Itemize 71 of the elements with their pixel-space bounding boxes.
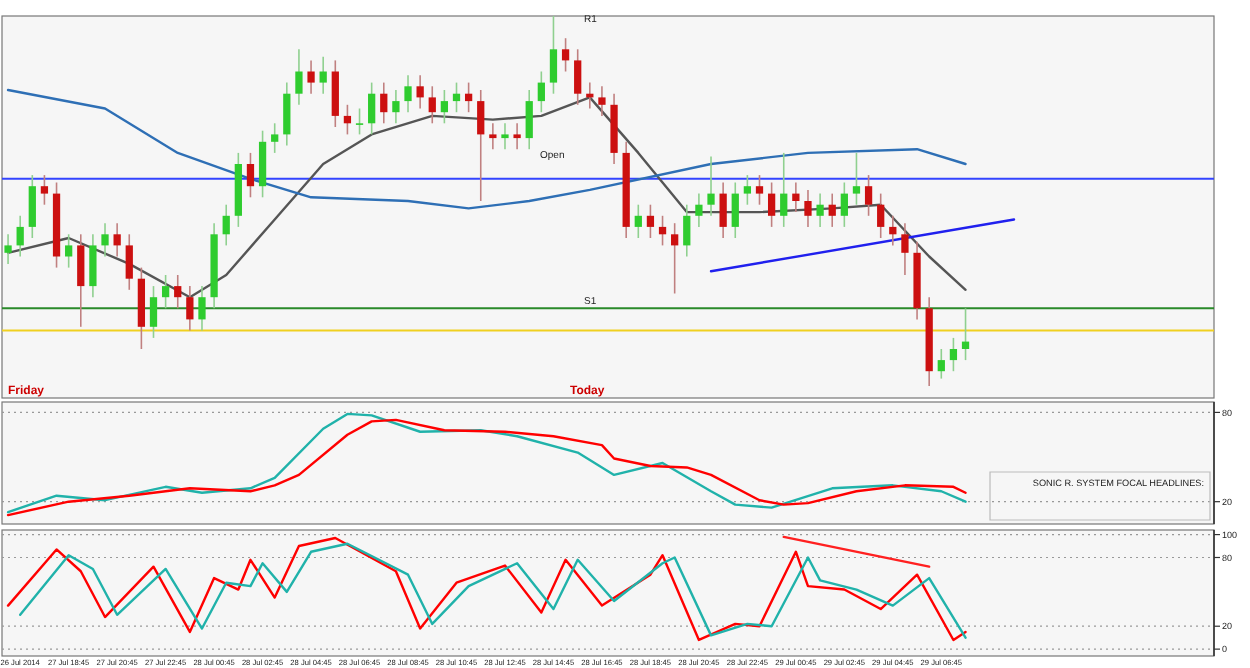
candlestick <box>852 152 861 206</box>
candlestick <box>222 203 230 247</box>
candlestick <box>125 233 133 291</box>
candlestick <box>683 203 691 258</box>
candlestick <box>452 81 461 113</box>
candlestick <box>804 189 812 228</box>
candlestick <box>40 174 49 206</box>
candlestick <box>246 152 255 199</box>
candlestick <box>816 192 824 228</box>
candlestick <box>901 222 909 276</box>
candlestick <box>634 203 642 239</box>
candlestick <box>743 174 752 206</box>
candlestick <box>780 152 788 228</box>
candlestick <box>707 155 715 217</box>
candlestick <box>392 89 400 125</box>
candlestick <box>561 37 570 73</box>
candlestick <box>295 48 303 106</box>
candlestick <box>501 122 509 150</box>
candlestick <box>767 181 776 228</box>
candlestick <box>428 85 436 125</box>
candlestick <box>961 307 970 361</box>
candlestick <box>646 203 655 239</box>
candlestick <box>695 192 703 228</box>
candlestick <box>671 222 679 295</box>
candlestick <box>283 81 291 147</box>
candlestick <box>513 122 521 150</box>
candlestick <box>574 48 582 106</box>
candlestick <box>416 74 424 110</box>
candlestick <box>719 181 727 239</box>
candlestick <box>101 222 109 258</box>
candlestick <box>489 122 497 150</box>
candlestick <box>840 181 848 228</box>
candlestick <box>89 233 97 298</box>
candlestick <box>4 233 12 265</box>
candlestick <box>77 233 85 328</box>
candlestick <box>380 81 388 125</box>
candlestick <box>65 233 73 269</box>
candlestick <box>598 85 606 117</box>
candlestick <box>877 192 885 239</box>
candlestick <box>792 181 800 213</box>
candlestick <box>307 59 315 95</box>
candlestick <box>537 70 545 113</box>
candlestick <box>161 274 170 310</box>
candlestick <box>331 59 339 128</box>
candlestick <box>937 348 945 380</box>
candlestick <box>174 274 182 310</box>
candlestick <box>949 337 958 372</box>
candlestick <box>755 174 764 206</box>
candlestick <box>828 192 836 228</box>
candlestick <box>525 89 533 150</box>
candlestick <box>319 55 327 95</box>
candlestick <box>404 74 412 113</box>
candlestick <box>549 15 558 95</box>
candlestick <box>368 81 376 136</box>
candlestick <box>355 107 364 136</box>
candlestick <box>113 222 121 258</box>
candlestick <box>149 285 158 339</box>
candlestick <box>440 89 449 125</box>
candlestick <box>198 285 206 332</box>
candlestick <box>477 89 485 202</box>
candlestick <box>864 174 873 217</box>
candlestick <box>271 122 279 154</box>
candlestick <box>889 215 897 247</box>
candlestick <box>258 129 267 199</box>
candlestick <box>731 181 739 239</box>
candlestick <box>28 174 36 239</box>
candlestick <box>464 81 473 113</box>
candlestick <box>186 285 194 332</box>
candlestick <box>16 215 24 258</box>
candlestick <box>658 215 667 247</box>
candlestick <box>343 104 352 136</box>
